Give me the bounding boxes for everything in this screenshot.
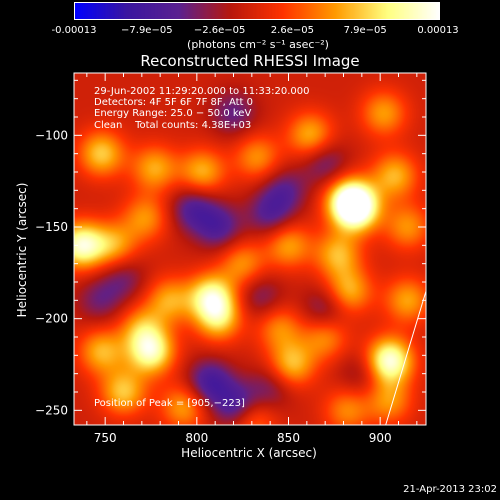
y-tick-label: −100 xyxy=(35,128,68,142)
plot-frame xyxy=(73,72,427,426)
info-energy-range: Energy Range: 25.0 − 50.0 keV xyxy=(94,108,252,120)
x-axis-label: Heliocentric X (arcsec) xyxy=(181,446,317,460)
info-detectors: Detectors: 4F 5F 6F 7F 8F, Att 0 xyxy=(94,97,254,109)
heatmap-image xyxy=(74,73,426,425)
colorbar-tick-label: −2.6e−05 xyxy=(193,25,246,36)
info-time-range: 29-Jun-2002 11:29:20.000 to 11:33:20.000 xyxy=(94,86,310,97)
peak-position-label: Position of Peak = [905,−223] xyxy=(94,398,245,409)
colorbar-tick-label: 7.9e−05 xyxy=(343,25,387,36)
solar-limb-line xyxy=(385,291,427,426)
y-tick-label: −150 xyxy=(35,220,68,234)
colorbar-tick-label: 2.6e−05 xyxy=(270,25,314,36)
x-tick-label: 900 xyxy=(369,431,392,445)
x-tick-label: 850 xyxy=(277,431,300,445)
colorbar-frame xyxy=(74,2,440,20)
colorbar-tick-label: 0.00013 xyxy=(417,25,459,36)
y-tick-label: −250 xyxy=(35,403,68,417)
colorbar-units: (photons cm⁻² s⁻¹ asec⁻²) xyxy=(187,38,329,51)
chart-title: Reconstructed RHESSI Image xyxy=(140,52,360,70)
info-box: 29-Jun-2002 11:29:20.000 to 11:33:20.000… xyxy=(94,86,310,131)
timestamp: 21-Apr-2013 23:02 xyxy=(403,484,497,495)
x-tick-label: 750 xyxy=(94,431,117,445)
x-tick-label: 800 xyxy=(185,431,208,445)
colorbar-tick-label: −7.9e−05 xyxy=(121,25,173,36)
colorbar-tick-label: -0.00013 xyxy=(51,25,97,36)
info-clean-counts: Clean Total counts: 4.38E+03 xyxy=(94,119,252,131)
colorbar xyxy=(74,2,440,20)
y-axis-label: Heliocentric Y (arcsec) xyxy=(15,182,29,318)
y-tick-label: −200 xyxy=(35,312,68,326)
